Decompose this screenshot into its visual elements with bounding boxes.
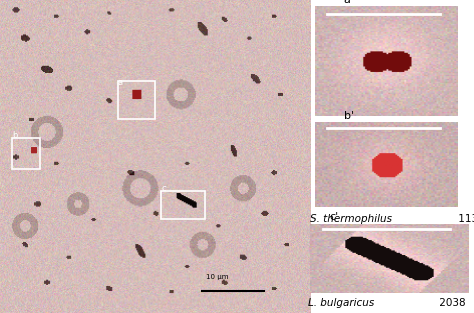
Text: S. thermophilus: S. thermophilus — [310, 214, 392, 224]
Bar — [118, 81, 155, 119]
Text: b: b — [12, 131, 18, 140]
Text: c: c — [162, 184, 166, 193]
Text: 1131: 1131 — [455, 214, 474, 224]
Text: 2038: 2038 — [436, 298, 465, 308]
Text: L. bulgaricus: L. bulgaricus — [308, 298, 374, 308]
Bar — [162, 191, 205, 219]
Text: 10 μm: 10 μm — [206, 274, 228, 280]
Text: a': a' — [344, 0, 354, 5]
Text: a: a — [118, 78, 123, 86]
Text: b': b' — [344, 110, 354, 121]
Bar — [12, 138, 40, 169]
Text: c': c' — [329, 212, 339, 222]
